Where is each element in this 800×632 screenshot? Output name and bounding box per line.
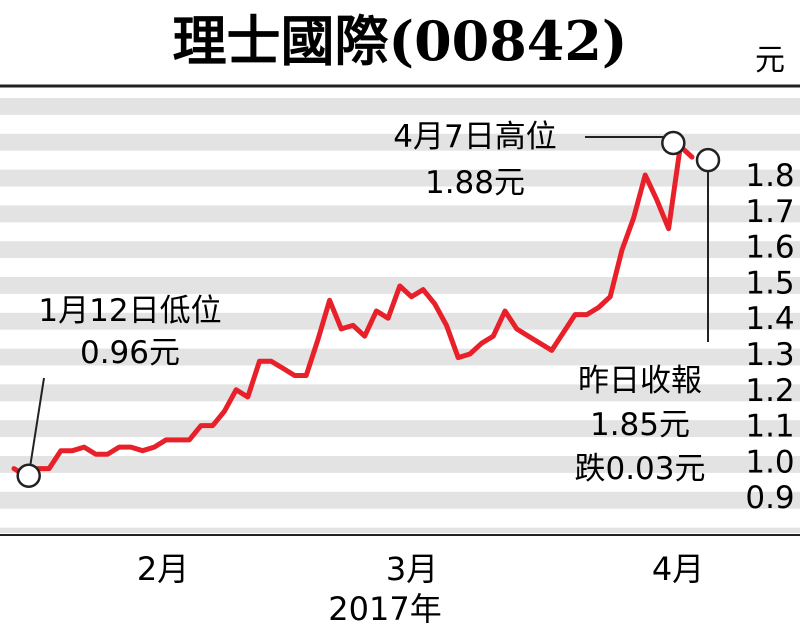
grid-band	[0, 527, 800, 533]
low-leader-line	[27, 377, 45, 476]
month-label: 2月	[137, 550, 189, 588]
y-tick-label: 1.6	[745, 230, 794, 266]
grid-band	[0, 205, 800, 223]
grid-band	[0, 133, 800, 151]
grid-band	[0, 384, 800, 402]
month-label: 3月	[386, 550, 438, 588]
annotation-markers	[16, 130, 721, 488]
close-annotation-line: 跌0.03元	[574, 451, 705, 487]
y-tick-label: 1.3	[745, 337, 794, 373]
y-tick-label: 1.2	[745, 373, 794, 409]
low-annotation-line: 0.96元	[80, 335, 180, 371]
y-tick-label: 1.1	[745, 409, 794, 445]
annotation-leader-lines	[27, 136, 709, 476]
grid-band	[0, 491, 800, 509]
grid-band	[0, 456, 800, 473]
high-annotation-line: 1.88元	[425, 165, 525, 201]
high-annotation-line: 4月7日高位	[393, 119, 556, 155]
month-label: 4月	[652, 550, 704, 588]
grid-bands	[0, 98, 800, 533]
high-marker	[661, 130, 686, 156]
y-tick-label: 1.7	[745, 194, 794, 230]
grid-band	[0, 169, 800, 187]
low-marker	[16, 463, 41, 488]
chart-title: 理士國際(00842)	[173, 9, 628, 73]
close-annotation-line: 昨日收報	[578, 363, 702, 399]
unit-label: 元	[755, 43, 785, 78]
close-annotation-line: 1.85元	[590, 407, 690, 443]
y-tick-label: 1.5	[745, 265, 794, 301]
y-tick-label: 1.8	[745, 158, 794, 194]
month-labels: 2月 3月 4月	[137, 550, 704, 588]
grid-band	[0, 241, 800, 259]
y-tick-labels: 1.81.71.61.51.41.31.21.11.00.9	[745, 158, 794, 516]
price-line	[11, 143, 695, 479]
y-tick-label: 0.9	[745, 480, 794, 516]
grid-band	[0, 98, 800, 115]
close-marker	[695, 147, 721, 173]
y-tick-label: 1.0	[745, 444, 794, 480]
grid-band	[0, 312, 800, 330]
low-annotation-line: 1月12日低位	[38, 293, 221, 329]
y-tick-label: 1.4	[745, 301, 794, 337]
x-axis-label: 2017年	[328, 590, 441, 628]
grid-band	[0, 348, 800, 366]
